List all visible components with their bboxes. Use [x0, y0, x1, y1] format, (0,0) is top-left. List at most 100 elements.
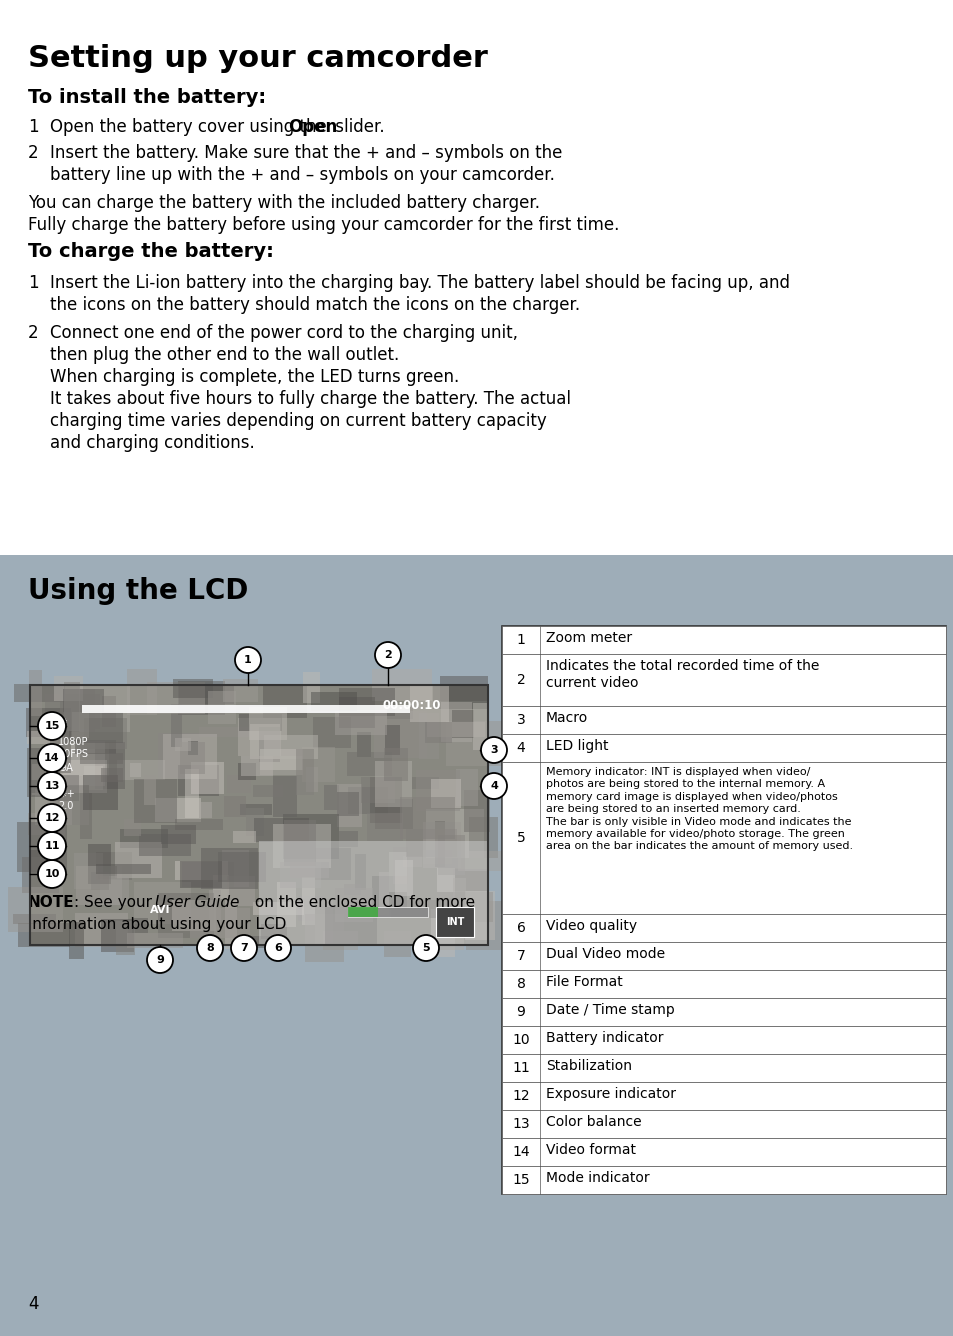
- Bar: [0, 554, 953, 1336]
- Text: Insert the Li-ion battery into the charging bay. The battery label should be fac: Insert the Li-ion battery into the charg…: [50, 274, 789, 293]
- Text: 1: 1: [516, 633, 525, 647]
- Bar: [314, 900, 333, 946]
- Bar: [185, 768, 198, 818]
- Text: 1: 1: [28, 274, 38, 293]
- Bar: [425, 723, 452, 743]
- Text: 10: 10: [512, 1033, 529, 1047]
- Circle shape: [38, 772, 66, 800]
- Text: User Guide: User Guide: [154, 895, 239, 910]
- Bar: [344, 884, 360, 895]
- Text: Open the battery cover using the: Open the battery cover using the: [50, 118, 332, 136]
- Bar: [273, 776, 296, 816]
- Bar: [29, 850, 50, 872]
- Bar: [102, 696, 116, 727]
- Bar: [282, 814, 339, 859]
- Bar: [258, 840, 488, 945]
- Bar: [246, 808, 264, 835]
- Bar: [400, 798, 455, 839]
- Text: 8: 8: [206, 943, 213, 953]
- Bar: [174, 862, 228, 880]
- Bar: [335, 709, 386, 735]
- Bar: [115, 843, 162, 878]
- Bar: [227, 775, 251, 792]
- Bar: [406, 830, 456, 856]
- Bar: [367, 814, 403, 840]
- Bar: [370, 776, 401, 823]
- Text: Zoom meter: Zoom meter: [545, 631, 632, 645]
- Bar: [80, 794, 91, 839]
- Text: ☀+
2.0: ☀+ 2.0: [58, 790, 74, 811]
- Text: 11: 11: [44, 840, 60, 851]
- Bar: [63, 689, 104, 712]
- Text: then plug the other end to the wall outlet.: then plug the other end to the wall outl…: [50, 346, 399, 363]
- Bar: [273, 824, 331, 868]
- Bar: [435, 820, 445, 867]
- Bar: [101, 768, 123, 783]
- Text: Fully charge the battery before using your camcorder for the first time.: Fully charge the battery before using yo…: [28, 216, 618, 234]
- Text: Video quality: Video quality: [545, 919, 637, 933]
- Bar: [439, 676, 487, 701]
- Bar: [148, 681, 205, 715]
- Bar: [356, 732, 371, 756]
- Bar: [431, 779, 460, 807]
- Text: 7: 7: [517, 949, 525, 963]
- Circle shape: [480, 774, 506, 799]
- Text: Video format: Video format: [545, 1144, 636, 1157]
- Text: Using the LCD: Using the LCD: [28, 577, 248, 605]
- Bar: [393, 847, 407, 884]
- Text: 9: 9: [516, 1005, 525, 1019]
- Bar: [132, 918, 148, 933]
- Text: 2: 2: [517, 673, 525, 687]
- Bar: [127, 669, 156, 715]
- Bar: [57, 775, 79, 802]
- Bar: [45, 695, 100, 729]
- Bar: [387, 705, 413, 719]
- Text: Date / Time stamp: Date / Time stamp: [545, 1003, 674, 1017]
- Bar: [240, 803, 272, 815]
- Text: 15: 15: [512, 1173, 529, 1186]
- Text: 15: 15: [44, 721, 60, 731]
- Bar: [361, 778, 395, 803]
- Bar: [279, 862, 320, 888]
- Bar: [8, 887, 63, 933]
- Bar: [237, 763, 256, 780]
- Bar: [290, 862, 329, 878]
- Bar: [258, 727, 279, 763]
- Bar: [372, 669, 432, 701]
- Text: Insert the battery. Make sure that the + and – symbols on the: Insert the battery. Make sure that the +…: [50, 144, 561, 162]
- Bar: [501, 1082, 945, 1110]
- Bar: [260, 756, 302, 775]
- Bar: [501, 942, 945, 970]
- Bar: [346, 752, 392, 776]
- Text: 1080P
30FPS: 1080P 30FPS: [58, 737, 89, 759]
- Bar: [180, 741, 205, 775]
- Bar: [80, 754, 123, 764]
- Bar: [17, 823, 68, 872]
- Text: ⚙: ⚙: [58, 717, 67, 727]
- Text: Memory indicator: INT is displayed when video/
photos are being stored to the in: Memory indicator: INT is displayed when …: [545, 767, 852, 851]
- Bar: [223, 679, 257, 701]
- Text: battery line up with the + and – symbols on your camcorder.: battery line up with the + and – symbols…: [50, 166, 555, 184]
- Bar: [426, 810, 484, 858]
- Text: the icons on the battery should match the icons on the charger.: the icons on the battery should match th…: [50, 297, 579, 314]
- Text: Setting up your camcorder: Setting up your camcorder: [28, 44, 487, 73]
- Bar: [457, 851, 508, 871]
- Bar: [464, 891, 495, 941]
- Bar: [501, 1138, 945, 1166]
- Bar: [238, 719, 280, 756]
- Bar: [238, 713, 281, 731]
- Bar: [138, 834, 191, 856]
- Text: Color balance: Color balance: [545, 1116, 641, 1129]
- Text: 4: 4: [490, 782, 497, 791]
- Circle shape: [147, 947, 172, 973]
- Circle shape: [480, 737, 506, 763]
- Bar: [83, 775, 118, 810]
- Bar: [116, 760, 165, 780]
- Bar: [423, 822, 460, 868]
- Text: 7: 7: [240, 943, 248, 953]
- Bar: [155, 798, 200, 823]
- Text: : See your: : See your: [74, 895, 156, 910]
- Bar: [120, 828, 168, 848]
- Bar: [453, 878, 466, 918]
- Bar: [84, 717, 127, 748]
